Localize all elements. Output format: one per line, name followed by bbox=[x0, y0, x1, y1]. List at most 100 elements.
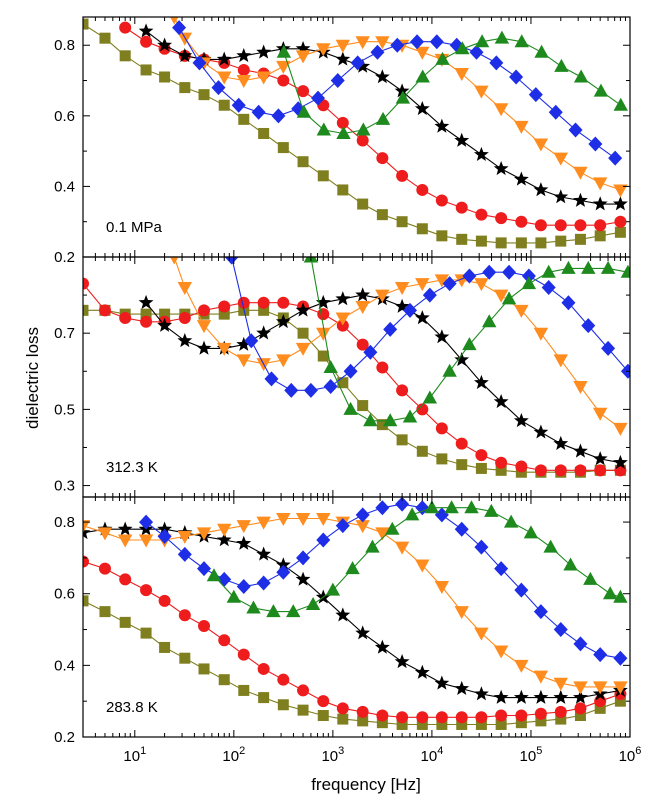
data-point-black bbox=[573, 192, 588, 207]
data-point-green bbox=[435, 51, 450, 65]
data-point-olive bbox=[475, 718, 487, 730]
x-tick-label-base: 10 bbox=[321, 748, 338, 765]
data-point-black bbox=[414, 310, 430, 325]
x-tick-label-exponent: 4 bbox=[437, 745, 443, 757]
data-point-green bbox=[462, 337, 477, 351]
data-point-green bbox=[602, 586, 618, 600]
data-point-olive bbox=[416, 223, 428, 235]
data-point-orange bbox=[553, 354, 568, 368]
data-point-orange bbox=[613, 184, 628, 198]
data-point-blue bbox=[370, 44, 385, 60]
data-point-green bbox=[523, 525, 539, 539]
panel-1: 0.2 0.4 0.6 0.8 0.1 MPa bbox=[54, 16, 631, 266]
data-point-blue bbox=[613, 650, 628, 666]
data-point-orange bbox=[177, 281, 193, 295]
data-point-green bbox=[482, 314, 497, 328]
data-point-blue bbox=[192, 55, 207, 71]
data-point-orange bbox=[415, 559, 430, 573]
data-point-red bbox=[416, 183, 429, 196]
data-point-olive bbox=[594, 702, 606, 714]
y-tick-label: 0.6 bbox=[54, 586, 75, 603]
data-point-blue bbox=[429, 34, 444, 50]
data-point-olive bbox=[555, 713, 567, 725]
data-point-black bbox=[117, 521, 133, 536]
data-point-blue bbox=[335, 518, 350, 534]
data-point-black bbox=[295, 40, 311, 56]
data-point-red bbox=[574, 702, 587, 715]
data-point-blue bbox=[390, 37, 405, 53]
data-point-olive bbox=[159, 71, 171, 83]
data-point-blue bbox=[403, 302, 418, 318]
series-line-red bbox=[83, 283, 621, 471]
data-point-orange bbox=[474, 627, 489, 641]
x-tick-label-base: 10 bbox=[222, 748, 239, 765]
data-point-orange bbox=[592, 407, 608, 421]
data-point-olive bbox=[297, 156, 309, 168]
data-point-red bbox=[495, 456, 508, 469]
data-point-olive bbox=[317, 710, 329, 722]
data-point-blue bbox=[139, 514, 154, 530]
data-point-red bbox=[140, 35, 153, 48]
data-point-blue bbox=[489, 55, 504, 71]
data-point-red bbox=[119, 21, 132, 34]
data-point-orange bbox=[474, 85, 489, 99]
data-point-orange bbox=[295, 50, 311, 64]
data-point-green bbox=[404, 507, 420, 521]
data-point-black bbox=[177, 333, 193, 348]
data-point-olive bbox=[357, 198, 369, 210]
data-point-green bbox=[363, 413, 378, 427]
data-point-black bbox=[553, 189, 569, 204]
data-point-olive bbox=[396, 216, 408, 228]
data-point-green bbox=[323, 359, 338, 373]
data-point-orange bbox=[97, 527, 113, 541]
data-point-orange bbox=[316, 43, 331, 57]
data-point-orange bbox=[415, 46, 430, 60]
data-point-green bbox=[382, 413, 398, 427]
data-point-red bbox=[475, 711, 488, 724]
x-tick-label-base: 10 bbox=[520, 748, 537, 765]
data-point-black bbox=[533, 689, 549, 704]
data-point-red bbox=[435, 711, 448, 724]
data-point-red bbox=[574, 464, 587, 477]
data-point-orange bbox=[613, 681, 628, 695]
data-point-blue bbox=[323, 379, 338, 395]
data-point-green bbox=[561, 260, 576, 274]
data-point-blue bbox=[514, 582, 529, 598]
data-point-green bbox=[336, 125, 351, 139]
x-axis-title: frequency [Hz] bbox=[311, 775, 421, 794]
data-point-green bbox=[541, 264, 556, 278]
data-point-red bbox=[396, 384, 409, 397]
data-point-orange bbox=[316, 512, 331, 526]
data-point-green bbox=[464, 500, 479, 514]
data-point-olive bbox=[317, 170, 329, 182]
data-point-red bbox=[515, 215, 528, 228]
data-point-black bbox=[573, 689, 588, 704]
series-line-red bbox=[83, 560, 621, 718]
y-tick-label: 0.2 bbox=[54, 729, 75, 746]
y-tick-label: 0.4 bbox=[54, 657, 75, 674]
data-point-olive bbox=[555, 235, 567, 247]
data-point-blue bbox=[410, 34, 425, 50]
data-point-red bbox=[83, 555, 89, 568]
data-point-red bbox=[257, 662, 270, 675]
data-point-blue bbox=[541, 279, 556, 295]
data-point-green bbox=[365, 539, 380, 553]
data-point-orange bbox=[493, 645, 509, 659]
data-point-blue bbox=[620, 363, 630, 379]
data-point-red bbox=[140, 584, 153, 597]
data-point-blue bbox=[256, 575, 271, 591]
data-point-green bbox=[415, 69, 430, 83]
data-point-olive bbox=[376, 717, 388, 729]
data-point-orange bbox=[177, 530, 193, 544]
data-point-black bbox=[216, 51, 232, 66]
data-point-green bbox=[514, 34, 529, 48]
data-point-blue bbox=[561, 295, 576, 311]
data-point-olive bbox=[515, 717, 527, 729]
data-point-black bbox=[275, 557, 291, 572]
data-point-olive bbox=[218, 99, 230, 111]
data-point-olive bbox=[495, 718, 507, 730]
data-point-green bbox=[543, 539, 558, 553]
data-point-orange bbox=[276, 60, 291, 74]
data-point-red bbox=[554, 464, 567, 477]
data-point-olive bbox=[574, 710, 586, 722]
